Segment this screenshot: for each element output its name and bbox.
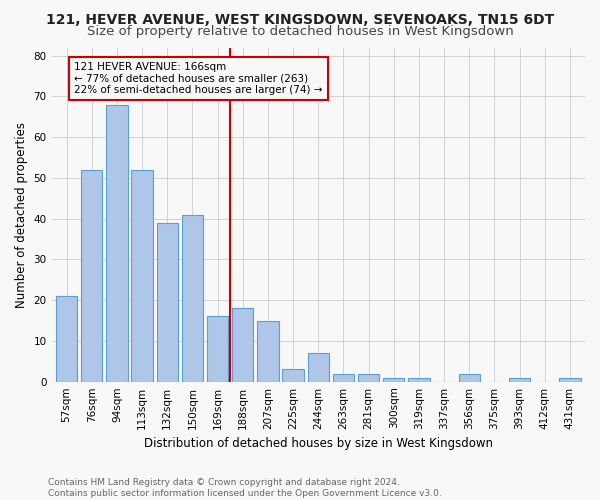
Bar	[383, 378, 404, 382]
Bar	[358, 374, 379, 382]
X-axis label: Distribution of detached houses by size in West Kingsdown: Distribution of detached houses by size …	[144, 437, 493, 450]
Bar	[81, 170, 103, 382]
Bar	[283, 370, 304, 382]
Bar	[458, 374, 480, 382]
Text: Size of property relative to detached houses in West Kingsdown: Size of property relative to detached ho…	[86, 25, 514, 38]
Bar	[559, 378, 581, 382]
Bar	[333, 374, 354, 382]
Bar	[182, 214, 203, 382]
Text: 121 HEVER AVENUE: 166sqm
← 77% of detached houses are smaller (263)
22% of semi-: 121 HEVER AVENUE: 166sqm ← 77% of detach…	[74, 62, 323, 95]
Bar	[257, 320, 278, 382]
Bar	[509, 378, 530, 382]
Bar	[56, 296, 77, 382]
Bar	[408, 378, 430, 382]
Bar	[232, 308, 253, 382]
Bar	[207, 316, 229, 382]
Bar	[157, 222, 178, 382]
Bar	[131, 170, 153, 382]
Y-axis label: Number of detached properties: Number of detached properties	[15, 122, 28, 308]
Bar	[308, 353, 329, 382]
Text: Contains HM Land Registry data © Crown copyright and database right 2024.
Contai: Contains HM Land Registry data © Crown c…	[48, 478, 442, 498]
Text: 121, HEVER AVENUE, WEST KINGSDOWN, SEVENOAKS, TN15 6DT: 121, HEVER AVENUE, WEST KINGSDOWN, SEVEN…	[46, 12, 554, 26]
Bar	[106, 104, 128, 382]
